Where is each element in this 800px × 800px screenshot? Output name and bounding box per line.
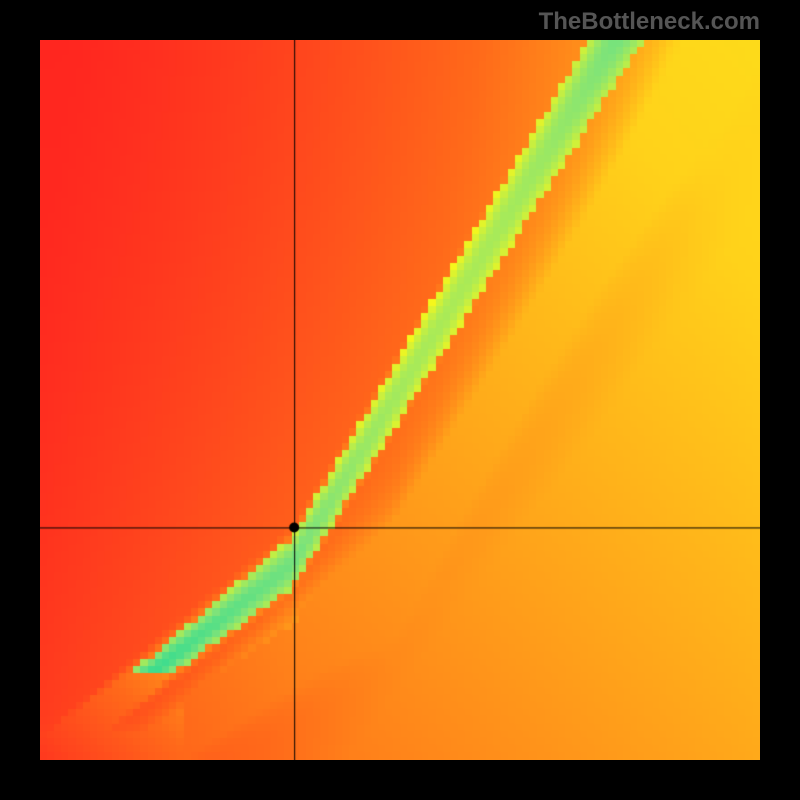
plot-area [40, 40, 760, 760]
chart-container: { "watermark": { "text": "TheBottleneck.… [0, 0, 800, 800]
watermark-text: TheBottleneck.com [539, 8, 760, 36]
heatmap-canvas [40, 40, 760, 760]
